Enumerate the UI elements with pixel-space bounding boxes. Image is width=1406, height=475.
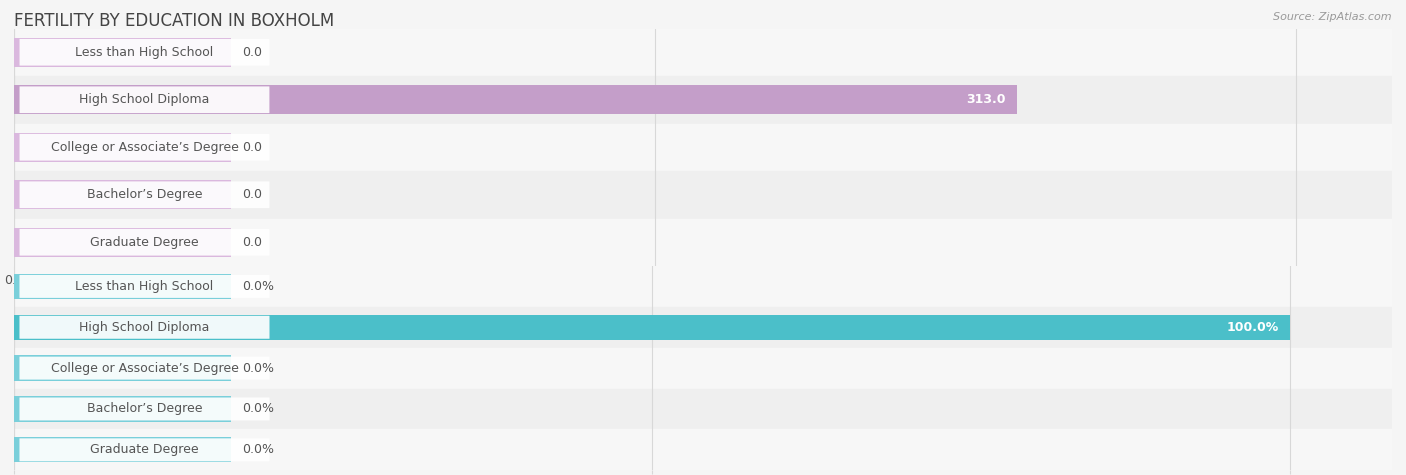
Bar — [14, 396, 231, 422]
Bar — [14, 429, 1392, 470]
Bar — [14, 307, 1392, 348]
FancyBboxPatch shape — [20, 181, 270, 208]
Bar — [14, 348, 1392, 389]
Text: Source: ZipAtlas.com: Source: ZipAtlas.com — [1274, 12, 1392, 22]
Text: 0.0%: 0.0% — [242, 361, 274, 375]
Text: College or Associate’s Degree: College or Associate’s Degree — [51, 141, 239, 154]
Bar — [14, 124, 1392, 171]
Bar — [14, 133, 231, 162]
FancyBboxPatch shape — [20, 39, 270, 66]
Bar — [14, 228, 231, 257]
Bar — [14, 218, 1392, 266]
Text: 0.0: 0.0 — [242, 46, 262, 59]
FancyBboxPatch shape — [20, 398, 270, 420]
Text: Graduate Degree: Graduate Degree — [90, 443, 198, 456]
Text: 0.0%: 0.0% — [242, 443, 274, 456]
Text: 0.0: 0.0 — [242, 236, 262, 249]
Bar — [14, 274, 231, 299]
FancyBboxPatch shape — [20, 229, 270, 256]
Text: 0.0%: 0.0% — [242, 280, 274, 293]
FancyBboxPatch shape — [20, 134, 270, 161]
Bar — [14, 266, 1392, 307]
Text: Less than High School: Less than High School — [76, 280, 214, 293]
Bar — [14, 314, 1289, 340]
Text: FERTILITY BY EDUCATION IN BOXHOLM: FERTILITY BY EDUCATION IN BOXHOLM — [14, 12, 335, 30]
Bar — [14, 437, 231, 463]
Bar — [14, 355, 231, 381]
Bar — [14, 180, 231, 209]
FancyBboxPatch shape — [20, 357, 270, 380]
Text: Bachelor’s Degree: Bachelor’s Degree — [87, 402, 202, 416]
Text: Less than High School: Less than High School — [76, 46, 214, 59]
Text: High School Diploma: High School Diploma — [79, 93, 209, 106]
Text: Bachelor’s Degree: Bachelor’s Degree — [87, 188, 202, 201]
Bar — [14, 28, 1392, 76]
Bar — [14, 38, 231, 67]
FancyBboxPatch shape — [20, 438, 270, 461]
FancyBboxPatch shape — [20, 275, 270, 298]
Bar — [14, 76, 1392, 124]
Bar — [14, 85, 1017, 114]
Text: 0.0: 0.0 — [242, 188, 262, 201]
Text: 0.0: 0.0 — [242, 141, 262, 154]
Text: High School Diploma: High School Diploma — [79, 321, 209, 334]
FancyBboxPatch shape — [20, 316, 270, 339]
Bar — [14, 389, 1392, 429]
FancyBboxPatch shape — [20, 86, 270, 113]
Bar — [14, 171, 1392, 218]
Text: 0.0%: 0.0% — [242, 402, 274, 416]
Text: 100.0%: 100.0% — [1226, 321, 1279, 334]
Text: College or Associate’s Degree: College or Associate’s Degree — [51, 361, 239, 375]
Text: Graduate Degree: Graduate Degree — [90, 236, 198, 249]
Text: 313.0: 313.0 — [966, 93, 1007, 106]
